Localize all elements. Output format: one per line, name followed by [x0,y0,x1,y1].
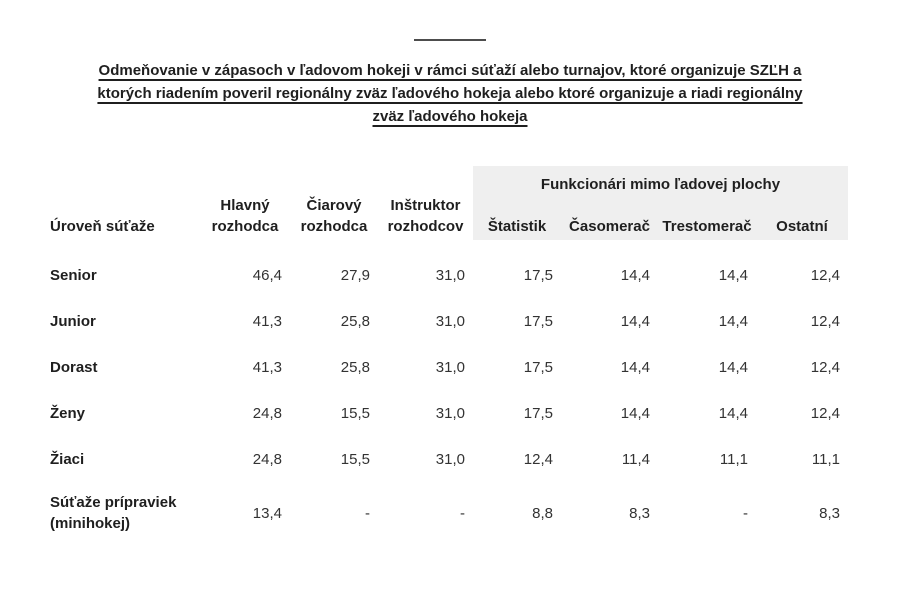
table-cell: 15,5 [340,404,370,422]
table-cell: 25,8 [340,312,370,330]
table-cell: 14,4 [620,358,650,376]
table-cell: 11,4 [621,450,650,468]
table-cell: 11,1 [719,450,748,468]
table-cell: 24,8 [252,404,282,422]
table-cell: 12,4 [810,358,840,376]
table-cell: 8,8 [532,504,553,522]
table-cell: 15,5 [340,450,370,468]
row-label-senior: Senior [50,266,97,284]
table-cell: 25,8 [340,358,370,376]
column-header-instruktor-rozhodcov: Inštruktor rozhodcov [387,197,464,235]
table-cell: 46,4 [252,266,282,284]
table-cell: 12,4 [810,312,840,330]
group-header-funkcionari: Funkcionári mimo ľadovej plochy [473,166,848,196]
table-cell: - [743,504,748,522]
table-cell: 41,3 [252,358,282,376]
table-cell: 14,4 [620,404,650,422]
table-cell: 14,4 [718,266,748,284]
column-header-uroven-sutaze: Úroveň súťaže [50,218,155,235]
top-divider [414,39,486,41]
title-line: ktorých riadením poveril regionálny zväz… [90,82,810,105]
table-cell: 24,8 [252,450,282,468]
row-label-dorast: Dorast [50,358,98,376]
table-cell: 31,0 [435,312,465,330]
header-spacer [50,240,848,252]
table-cell: 17,5 [523,266,553,284]
table-cell: 31,0 [435,450,465,468]
document-title: Odmeňovanie v zápasoch v ľadovom hokeji … [90,59,810,128]
title-line: Odmeňovanie v zápasoch v ľadovom hokeji … [90,59,810,82]
table-cell: 12,4 [810,404,840,422]
row-label-ziaci: Žiaci [50,450,85,468]
table-cell: 17,5 [523,404,553,422]
column-header-statistik: Štatistik [473,196,561,240]
table-cell: 14,4 [718,358,748,376]
column-header-ostatni: Ostatní [756,196,848,240]
row-label-junior: Junior [50,312,96,330]
table-cell: 31,0 [435,358,465,376]
row-label-sutaze-pripraviek: Súťaže prípraviek (minihokej) [50,494,177,532]
table-cell: 17,5 [523,358,553,376]
title-line-3: zväz ľadového hokeja [372,108,528,125]
table-cell: 12,4 [523,450,553,468]
column-header-hlavny-rozhodca: Hlavný rozhodca [211,197,279,235]
column-header-ciarovy-rozhodca: Čiarový rozhodca [300,197,368,235]
column-header-trestomerac: Trestomerač [658,196,756,240]
row-label-zeny: Ženy [50,404,86,422]
table-cell: 8,3 [629,504,650,522]
table-cell: 13,4 [252,504,282,522]
column-header-casomerac: Časomerač [561,196,658,240]
table-cell: 31,0 [435,266,465,284]
table-cell: 14,4 [620,266,650,284]
table-cell: 12,4 [810,266,840,284]
table-cell: 27,9 [340,266,370,284]
table-cell: 8,3 [819,504,840,522]
table-cell: 17,5 [523,312,553,330]
compensation-table: Funkcionári mimo ľadovej plochy Úroveň s… [50,166,848,544]
header-placeholder [50,166,473,196]
title-line-1: Odmeňovanie v zápasoch v ľadovom hokeji … [98,62,802,79]
title-line-2: ktorých riadením poveril regionálny zväz… [97,85,803,102]
table-cell: 11,1 [811,450,840,468]
table-cell: 31,0 [435,404,465,422]
table-cell: 14,4 [620,312,650,330]
table-cell: 14,4 [718,404,748,422]
table-cell: - [460,504,465,522]
table-cell: - [365,504,370,522]
table-cell: 14,4 [718,312,748,330]
title-line: zväz ľadového hokeja [90,105,810,128]
table-cell: 41,3 [252,312,282,330]
